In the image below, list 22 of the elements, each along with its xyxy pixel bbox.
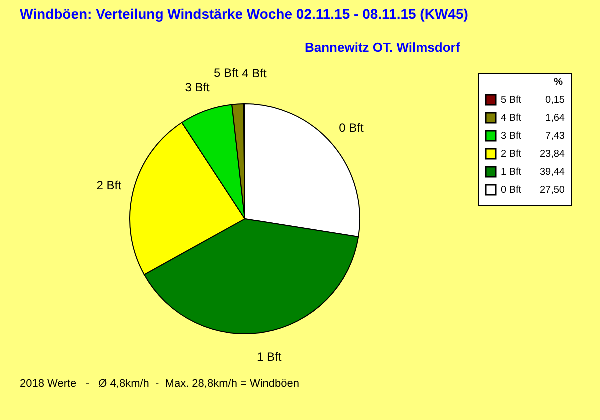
data-label: 1,64 bbox=[546, 113, 565, 124]
text: 2018 Werte - Ø 4,8km/h - Max. 28,8km/h = Windböen bbox=[20, 378, 300, 390]
slice-label: 0 Bft bbox=[339, 121, 364, 136]
legend-label: 4 Bft bbox=[501, 113, 522, 124]
slice-label: 4 Bft bbox=[242, 66, 268, 80]
slice-label: 5 Bft bbox=[214, 66, 240, 80]
data-label: 0,15 bbox=[546, 95, 565, 106]
legend-label: 1 Bft bbox=[501, 167, 522, 178]
chart-title: Windböen: Verteilung Windstärke Woche 02.11.15 - 08.11.15 (KW45) bbox=[20, 6, 468, 22]
data-label: 39,44 bbox=[540, 167, 565, 178]
legend-label: 3 Bft bbox=[501, 131, 522, 142]
data-label: 7,43 bbox=[546, 131, 565, 142]
legend-label: 5 Bft bbox=[501, 95, 522, 106]
legend-title: % bbox=[554, 77, 563, 88]
slice-label: 1 Bft bbox=[256, 350, 282, 364]
slice-label: 3 Bft bbox=[185, 80, 211, 94]
data-label: 23,84 bbox=[540, 149, 565, 160]
data-label: 27,50 bbox=[540, 185, 565, 196]
legend-label: 2 Bft bbox=[501, 149, 522, 160]
legend-label: 0 Bft bbox=[501, 185, 522, 196]
slice-label: 2 Bft bbox=[96, 178, 122, 192]
chart-subtitle: Bannewitz OT. Wilmsdorf bbox=[305, 40, 460, 55]
